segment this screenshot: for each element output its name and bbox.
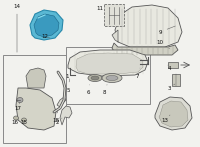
Text: 14: 14 [14, 4, 21, 52]
Text: 5: 5 [66, 79, 70, 92]
Ellipse shape [106, 76, 118, 81]
Text: 6: 6 [86, 85, 90, 96]
Ellipse shape [88, 75, 102, 81]
Text: 8: 8 [102, 85, 107, 96]
Ellipse shape [14, 116, 18, 120]
Bar [3, 55, 66, 143]
Ellipse shape [22, 118, 26, 122]
Text: 3: 3 [167, 84, 175, 91]
Text: 15: 15 [21, 121, 28, 126]
Text: 4: 4 [167, 65, 171, 71]
Polygon shape [155, 97, 192, 130]
Polygon shape [16, 88, 56, 130]
Text: 1: 1 [65, 68, 70, 78]
Bar [168, 62, 178, 68]
Text: 18: 18 [52, 111, 60, 123]
Polygon shape [159, 101, 188, 127]
Ellipse shape [102, 74, 122, 82]
Text: 16: 16 [12, 120, 18, 126]
Polygon shape [60, 106, 72, 125]
Text: 9: 9 [158, 26, 175, 35]
Polygon shape [115, 5, 182, 47]
Text: 10: 10 [156, 41, 170, 49]
Text: 11: 11 [96, 5, 110, 10]
Polygon shape [34, 14, 59, 37]
Text: 17: 17 [14, 102, 22, 112]
Text: 12: 12 [42, 35, 50, 40]
Text: 2: 2 [55, 118, 62, 125]
Polygon shape [30, 10, 63, 40]
Ellipse shape [91, 76, 99, 80]
Polygon shape [112, 30, 118, 42]
Text: 7: 7 [135, 68, 140, 78]
Polygon shape [57, 97, 66, 107]
Text: 13: 13 [162, 115, 170, 123]
Polygon shape [68, 50, 148, 76]
Polygon shape [112, 43, 178, 55]
Bar [66, 47, 150, 104]
Polygon shape [76, 53, 143, 74]
Bar [104, 4, 124, 26]
Polygon shape [26, 68, 46, 88]
Ellipse shape [17, 97, 23, 102]
Bar [172, 74, 180, 86]
